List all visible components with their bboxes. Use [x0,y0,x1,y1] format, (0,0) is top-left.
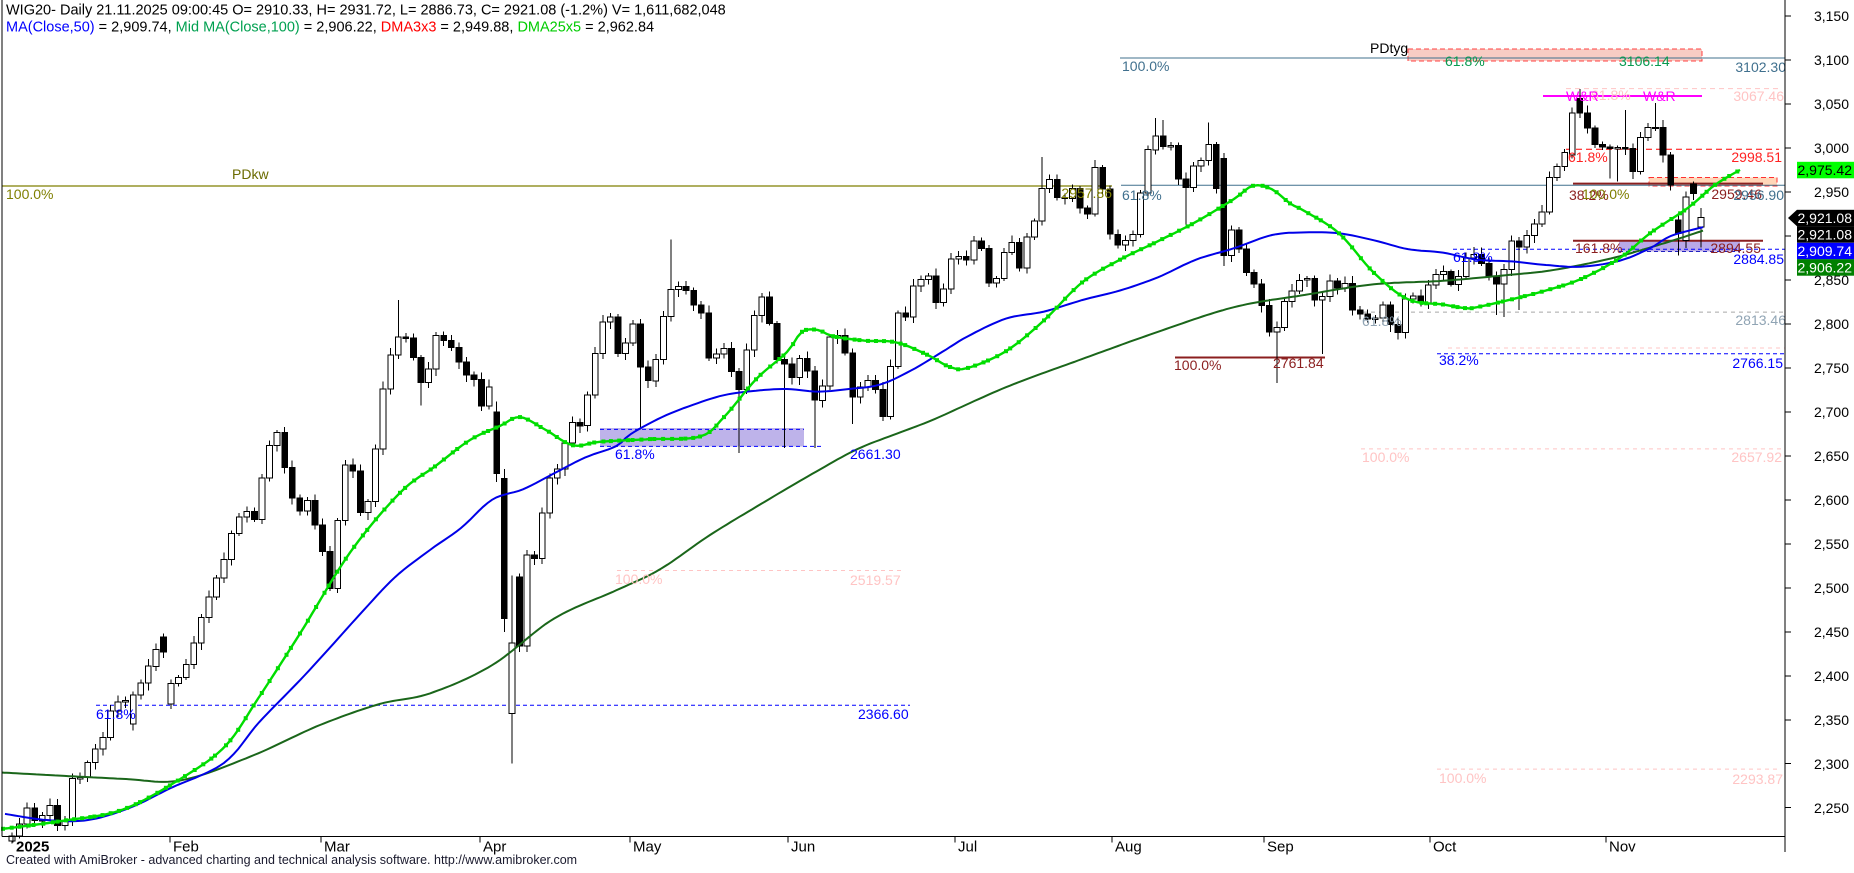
svg-text:Sep: Sep [1267,839,1294,856]
svg-text:WIG20- Daily 21.11.2025 09:00:: WIG20- Daily 21.11.2025 09:00:45 O= 2910… [6,3,726,19]
svg-text:2,921.08: 2,921.08 [1798,210,1853,226]
svg-text:2657.92: 2657.92 [1731,449,1782,465]
svg-text:3,050: 3,050 [1814,96,1849,112]
svg-text:Jun: Jun [791,839,815,856]
svg-text:2,906.22: 2,906.22 [1798,260,1853,276]
svg-text:2025: 2025 [16,839,49,856]
svg-text:2,650: 2,650 [1814,448,1849,464]
svg-text:2519.57: 2519.57 [850,572,901,588]
svg-text:100.0%: 100.0% [1582,186,1629,202]
svg-text:3,100: 3,100 [1814,52,1849,68]
svg-text:38.2%: 38.2% [1569,187,1609,203]
svg-text:2366.60: 2366.60 [858,706,909,722]
svg-text:Mar: Mar [324,839,350,856]
svg-text:2,250: 2,250 [1814,800,1849,816]
svg-text:100.0%: 100.0% [1362,449,1409,465]
svg-text:38.2%: 38.2% [1439,352,1479,368]
svg-text:2661.30: 2661.30 [850,446,901,462]
svg-text:2959.46: 2959.46 [1711,186,1762,202]
svg-text:Oct: Oct [1433,839,1457,856]
svg-text:100.0%: 100.0% [1122,58,1169,74]
svg-text:61.8%: 61.8% [1122,187,1162,203]
svg-text:61.8%: 61.8% [1445,53,1485,69]
svg-text:May: May [633,839,662,856]
svg-text:Nov: Nov [1609,839,1636,856]
svg-text:Jul: Jul [958,839,977,856]
svg-text:3106.14: 3106.14 [1619,53,1670,69]
svg-text:Aug: Aug [1115,839,1142,856]
svg-text:2,300: 2,300 [1814,756,1849,772]
svg-text:3102.30: 3102.30 [1735,59,1786,75]
svg-text:2956.90: 2956.90 [1733,187,1784,203]
svg-text:MA(Close,50) = 2,909.74, Mid M: MA(Close,50) = 2,909.74, Mid MA(Close,10… [6,20,654,36]
svg-text:2894.55: 2894.55 [1710,240,1761,256]
svg-text:100.0%: 100.0% [1439,770,1486,786]
svg-text:3067.46: 3067.46 [1733,88,1784,104]
svg-text:Created with AmiBroker - advan: Created with AmiBroker - advanced charti… [6,853,577,867]
svg-text:2,600: 2,600 [1814,492,1849,508]
svg-text:PDkw: PDkw [232,166,269,182]
svg-text:2884.85: 2884.85 [1733,251,1784,267]
svg-text:61.8%: 61.8% [615,446,655,462]
svg-text:Apr: Apr [483,839,506,856]
svg-text:2,350: 2,350 [1814,712,1849,728]
svg-text:2957.86: 2957.86 [1061,185,1112,201]
svg-text:2,750: 2,750 [1814,360,1849,376]
svg-text:2,450: 2,450 [1814,624,1849,640]
svg-text:61.8%: 61.8% [1568,149,1608,165]
svg-text:2,921.08: 2,921.08 [1798,227,1853,243]
svg-text:PDtyg: PDtyg [1370,40,1408,56]
svg-text:161.8%: 161.8% [1575,240,1622,256]
svg-text:Feb: Feb [173,839,199,856]
svg-text:W&R: W&R [1566,88,1599,104]
svg-text:2761.84: 2761.84 [1273,355,1324,371]
svg-text:2998.51: 2998.51 [1731,149,1782,165]
svg-text:3,150: 3,150 [1814,8,1849,24]
svg-text:100.0%: 100.0% [615,571,662,587]
svg-text:2,800: 2,800 [1814,316,1849,332]
svg-text:2,950: 2,950 [1814,184,1849,200]
svg-text:W&R: W&R [1643,88,1676,104]
svg-text:2,500: 2,500 [1814,580,1849,596]
svg-text:2813.46: 2813.46 [1735,312,1786,328]
svg-text:100.0%: 100.0% [1174,357,1221,373]
svg-text:2766.15: 2766.15 [1732,355,1783,371]
svg-text:2,850: 2,850 [1814,272,1849,288]
svg-text:61.8%: 61.8% [1362,313,1402,329]
svg-text:100.0%: 100.0% [6,186,53,202]
svg-text:2,550: 2,550 [1814,536,1849,552]
svg-text:2,975.42: 2,975.42 [1798,162,1853,178]
svg-text:2,700: 2,700 [1814,404,1849,420]
svg-text:3,000: 3,000 [1814,140,1849,156]
svg-text:2,400: 2,400 [1814,668,1849,684]
svg-text:61.8%: 61.8% [96,706,136,722]
svg-text:61.8%: 61.8% [1453,249,1493,265]
svg-text:61.8%: 61.8% [1591,87,1631,103]
svg-text:2,909.74: 2,909.74 [1798,243,1853,259]
svg-text:2293.87: 2293.87 [1732,771,1783,787]
